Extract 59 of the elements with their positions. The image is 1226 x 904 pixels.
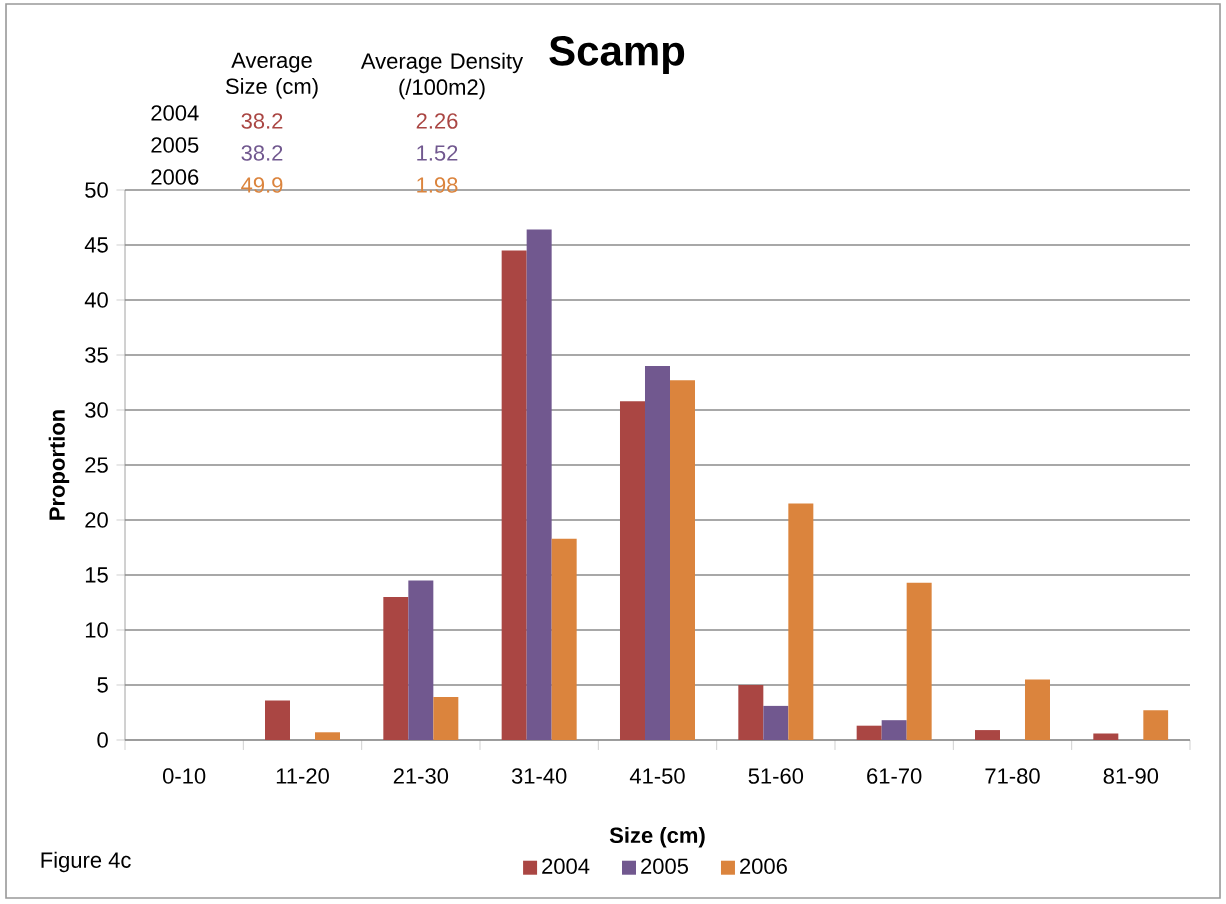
y-tick-label: 30 (85, 402, 108, 418)
bar (1093, 733, 1119, 740)
chart-title: Scamp (549, 35, 685, 75)
y-tick-label: 10 (85, 622, 108, 638)
y-tick-label: 15 (85, 567, 108, 583)
y-tick-label: 35 (85, 347, 108, 363)
bar (620, 401, 645, 740)
bar (763, 705, 789, 740)
y-tick-label: 45 (84, 237, 108, 253)
bar (526, 229, 552, 740)
caption: Figure 4c (41, 851, 131, 873)
bar (551, 538, 577, 740)
y-tick-label: 50 (85, 182, 108, 198)
x-axis-title: Size (cm) (609, 826, 705, 848)
bar (1143, 710, 1169, 740)
text: Average Density (/100m2) (360, 52, 524, 100)
y-tick-label: 0 (97, 732, 108, 748)
bar (315, 732, 340, 740)
bar (670, 380, 695, 740)
text: 2.26 (416, 113, 458, 129)
text: 2006 (151, 169, 199, 185)
y-tick-label: 40 (84, 292, 108, 308)
bar (975, 730, 1000, 740)
annotation: 49.9 (241, 177, 283, 193)
y-axis-title: Proportion (48, 410, 70, 520)
bar (906, 582, 932, 740)
text: 2005 (151, 137, 199, 153)
y-tick-label: 20 (85, 512, 108, 528)
x-tick-label: 21-30 (393, 768, 449, 784)
legend-label: 2006 (740, 858, 787, 874)
x-tick-label: 11-20 (276, 768, 329, 784)
legend-label: 2005 (641, 858, 689, 874)
bar (856, 725, 882, 740)
y-tick-label: 5 (97, 677, 108, 693)
x-tick-label: 31-40 (511, 768, 567, 784)
bar (738, 684, 764, 740)
bar (644, 365, 670, 740)
annotation: 1.98 (417, 177, 458, 193)
text: Average Size (cm) (225, 52, 318, 99)
x-tick-label: 81-90 (1103, 768, 1159, 784)
bar (433, 697, 459, 740)
bar (383, 597, 409, 740)
bar (501, 250, 527, 740)
x-tick-label: 0-10 (163, 768, 206, 784)
bar (1025, 679, 1050, 740)
legend-label: 2004 (542, 858, 590, 874)
bar (788, 503, 814, 740)
text: 2004 (151, 105, 199, 121)
bar (265, 700, 290, 740)
x-tick-label: 41-50 (629, 768, 685, 784)
bar (881, 720, 907, 740)
x-tick-label: 51-60 (748, 768, 804, 784)
y-tick-label: 25 (85, 457, 108, 473)
x-tick-label: 61-70 (867, 768, 922, 784)
text: 38.2 (241, 145, 283, 161)
text: 1.52 (417, 145, 458, 161)
text: 38.2 (241, 113, 283, 129)
x-tick-label: 71-80 (985, 768, 1040, 784)
bar (408, 580, 434, 740)
